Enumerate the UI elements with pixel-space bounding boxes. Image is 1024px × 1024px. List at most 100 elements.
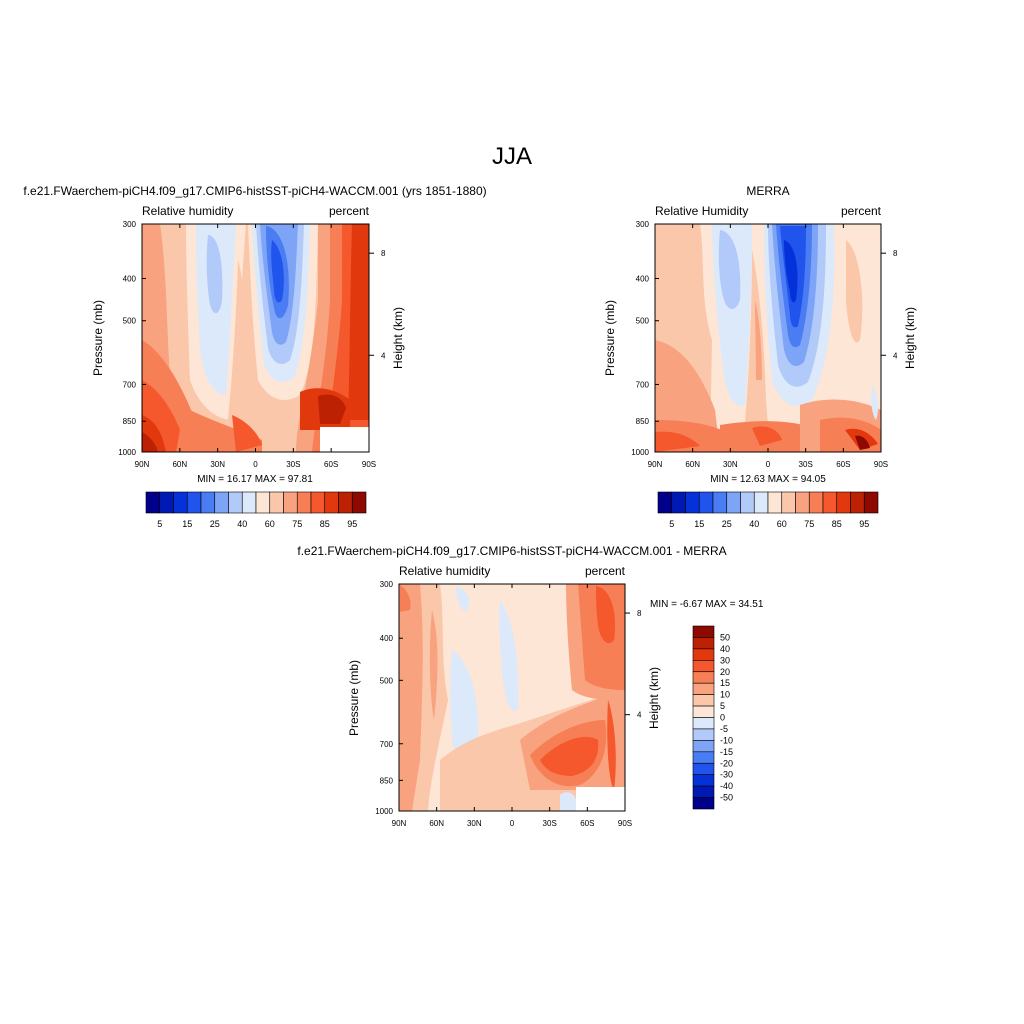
colorbar-swatch bbox=[692, 682, 715, 695]
x-tick-label: 90N bbox=[648, 460, 663, 469]
y-tick-label: 850 bbox=[123, 417, 137, 426]
colorbar-label: -30 bbox=[720, 770, 733, 780]
colorbar-label: 5 bbox=[157, 519, 162, 529]
colorbar-swatch bbox=[692, 728, 715, 741]
panel-diff-field bbox=[399, 584, 625, 811]
field-region-sh-low-4 bbox=[855, 435, 870, 450]
field-region-sh-moist-6 bbox=[318, 394, 346, 424]
x-tick-label: 90S bbox=[362, 460, 376, 469]
colorbar-label: 75 bbox=[292, 519, 302, 529]
panel-model-colorbar: 5 15 25 40 60 75 85 95 bbox=[145, 491, 367, 529]
y-tick-label: 850 bbox=[380, 776, 394, 785]
colorbar-label: 25 bbox=[210, 519, 220, 529]
panel-diff-ylabel: Pressure (mb) bbox=[347, 660, 361, 736]
y2-tick-label: 4 bbox=[381, 351, 386, 360]
panel-obs-units-label: percent bbox=[841, 204, 882, 218]
field-region-nh-pos-2 bbox=[399, 584, 423, 811]
colorbar-swatch bbox=[241, 491, 257, 514]
x-tick-label: 30N bbox=[210, 460, 225, 469]
field-region-band-4 bbox=[540, 736, 599, 776]
field-region-nh-neg-2 bbox=[456, 586, 470, 612]
x-tick-label: 30S bbox=[286, 460, 300, 469]
x-tick-label: 0 bbox=[510, 819, 515, 828]
colorbar-label: 25 bbox=[722, 519, 732, 529]
colorbar-swatch bbox=[692, 762, 715, 775]
colorbar-swatch bbox=[657, 491, 673, 514]
colorbar-label: 85 bbox=[832, 519, 842, 529]
y2-tick-label: 4 bbox=[637, 711, 642, 720]
field-region-sh-mid-2 bbox=[846, 240, 863, 343]
colorbar-swatch bbox=[324, 491, 339, 514]
panel-diff-variable-label: Relative humidity bbox=[399, 564, 490, 578]
x-tick-label: 90S bbox=[618, 819, 632, 828]
colorbar-swatch bbox=[692, 648, 715, 661]
field-region-sh-pos-3 bbox=[596, 586, 616, 644]
colorbar-swatch bbox=[692, 797, 715, 810]
x-tick-label: 0 bbox=[766, 460, 771, 469]
colorbar-swatch bbox=[228, 491, 243, 514]
colorbar-label: 40 bbox=[749, 519, 759, 529]
colorbar-swatch bbox=[692, 671, 715, 684]
figure-title: JJA bbox=[492, 143, 532, 170]
colorbar-swatch bbox=[808, 491, 824, 514]
field-region-eq-low-2 bbox=[752, 426, 782, 446]
colorbar-swatch bbox=[767, 491, 783, 514]
colorbar-swatch bbox=[836, 491, 851, 514]
colorbar-swatch bbox=[685, 491, 700, 514]
field-region-eq-moist-2 bbox=[755, 300, 762, 380]
colorbar-swatch bbox=[310, 491, 326, 514]
colorbar-swatch bbox=[692, 785, 715, 798]
panel-obs-variable-label: Relative Humidity bbox=[655, 204, 748, 218]
y-tick-label: 700 bbox=[636, 380, 650, 389]
colorbar-swatch bbox=[712, 491, 728, 514]
field-region-sh-dry-6 bbox=[784, 240, 798, 303]
colorbar-swatch bbox=[863, 491, 879, 514]
x-tick-label: 60S bbox=[324, 460, 338, 469]
colorbar-swatch bbox=[351, 491, 367, 514]
colorbar-label: -20 bbox=[720, 758, 733, 768]
field-region-nh-pos-3 bbox=[400, 585, 411, 612]
y-tick-label: 400 bbox=[123, 274, 137, 283]
field-region-sh-dry-spot bbox=[871, 386, 879, 420]
colorbar-label: 15 bbox=[182, 519, 192, 529]
field-region-nh-pos-4 bbox=[429, 610, 438, 720]
x-tick-label: 90N bbox=[392, 819, 407, 828]
panel-diff-units-label: percent bbox=[585, 564, 626, 578]
field-region-nh-moist-5 bbox=[142, 432, 158, 452]
colorbar-swatch bbox=[214, 491, 229, 514]
colorbar-swatch bbox=[698, 491, 714, 514]
panel-model: f.e21.FWaerchem-piCH4.f09_g17.CMIP6-hist… bbox=[23, 184, 486, 529]
colorbar-swatch bbox=[692, 625, 715, 638]
y-tick-label: 300 bbox=[636, 220, 650, 229]
panel-model-units-label: percent bbox=[329, 204, 370, 218]
panel-diff-stats: MIN = -6.67 MAX = 34.51 bbox=[650, 599, 764, 610]
panel-model-stats: MIN = 16.17 MAX = 97.81 bbox=[197, 474, 313, 485]
y2-tick-label: 8 bbox=[893, 249, 898, 258]
panel-obs: MERRA Relative Humidity percent bbox=[603, 184, 917, 529]
y-tick-label: 500 bbox=[636, 317, 650, 326]
x-tick-label: 90S bbox=[874, 460, 888, 469]
colorbar-swatch bbox=[692, 740, 715, 753]
x-tick-label: 30S bbox=[543, 819, 557, 828]
panel-model-y2label: Height (km) bbox=[391, 307, 405, 369]
y-tick-label: 500 bbox=[380, 676, 394, 685]
panel-obs-colorbar: 5 15 25 40 60 75 85 95 bbox=[657, 491, 879, 529]
colorbar-swatch bbox=[186, 491, 202, 514]
field-region-eq-low-2 bbox=[232, 415, 262, 452]
x-tick-label: 30N bbox=[467, 819, 482, 828]
y-tick-label: 700 bbox=[380, 740, 394, 749]
colorbar-swatch bbox=[671, 491, 686, 514]
panel-model-variable-label: Relative humidity bbox=[142, 204, 233, 218]
field-region-nh-dry-2 bbox=[718, 230, 741, 309]
colorbar-swatch bbox=[692, 751, 715, 764]
field-region-eq-moist bbox=[224, 260, 252, 452]
y-tick-label: 1000 bbox=[375, 807, 393, 816]
panel-model-axes: 90N 60N 30N 0 30S 60S 90S 300 400 500 700 850 1000 8 4 bbox=[118, 220, 386, 469]
colorbar-label: -5 bbox=[720, 724, 728, 734]
colorbar-swatch bbox=[692, 637, 715, 650]
panel-obs-header: MERRA bbox=[746, 184, 789, 198]
colorbar-swatch bbox=[753, 491, 769, 514]
colorbar-label: 40 bbox=[237, 519, 247, 529]
colorbar-label: 0 bbox=[720, 713, 725, 723]
